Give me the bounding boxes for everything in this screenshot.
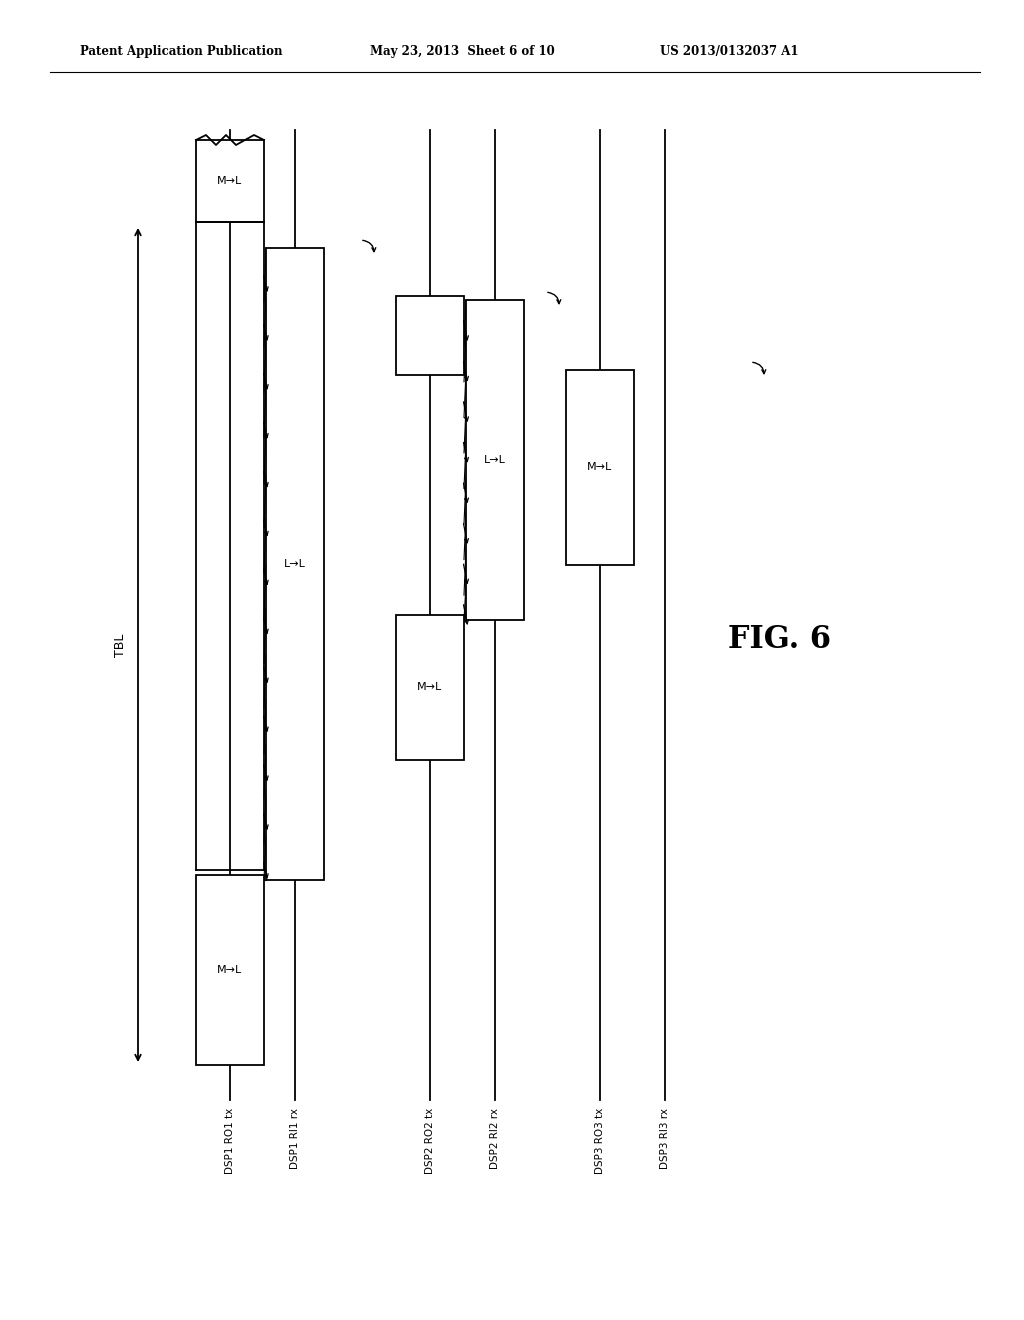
Text: US 2013/0132037 A1: US 2013/0132037 A1 bbox=[660, 45, 799, 58]
Text: FIG. 6: FIG. 6 bbox=[728, 624, 831, 656]
Text: M→L: M→L bbox=[588, 462, 612, 473]
Bar bbox=[466, 300, 524, 620]
Text: DSP1 RO1 tx: DSP1 RO1 tx bbox=[225, 1107, 234, 1175]
Bar bbox=[396, 296, 464, 375]
Bar bbox=[566, 370, 634, 565]
Text: Patent Application Publication: Patent Application Publication bbox=[80, 45, 283, 58]
Text: TBL: TBL bbox=[114, 634, 127, 656]
Text: M→L: M→L bbox=[217, 176, 243, 186]
Text: DSP1 RI1 rx: DSP1 RI1 rx bbox=[290, 1107, 300, 1170]
Text: DSP2 RI2 rx: DSP2 RI2 rx bbox=[490, 1107, 500, 1170]
Text: L→L: L→L bbox=[284, 558, 306, 569]
Text: DSP2 RO2 tx: DSP2 RO2 tx bbox=[425, 1107, 435, 1175]
Text: DSP3 RI3 rx: DSP3 RI3 rx bbox=[660, 1107, 670, 1170]
Text: May 23, 2013  Sheet 6 of 10: May 23, 2013 Sheet 6 of 10 bbox=[370, 45, 555, 58]
Bar bbox=[196, 875, 264, 1065]
Text: DSP3 RO3 tx: DSP3 RO3 tx bbox=[595, 1107, 605, 1175]
Text: M→L: M→L bbox=[418, 682, 442, 692]
Bar bbox=[266, 248, 324, 880]
Text: M→L: M→L bbox=[217, 965, 243, 975]
Bar bbox=[396, 615, 464, 760]
Bar bbox=[196, 140, 264, 222]
Text: L→L: L→L bbox=[484, 455, 506, 465]
